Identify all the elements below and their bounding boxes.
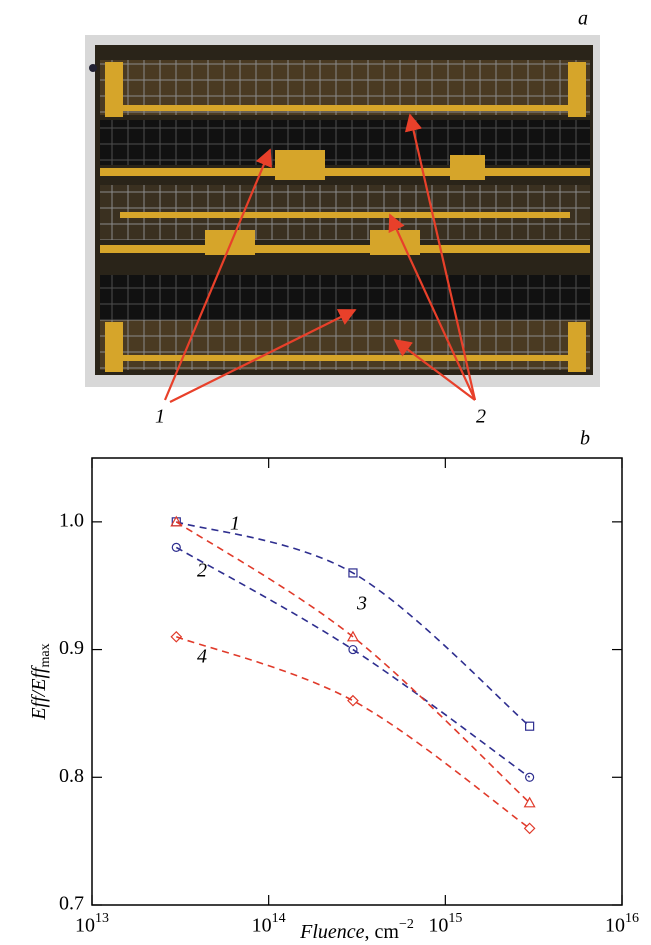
marker — [523, 796, 536, 808]
marker — [170, 515, 183, 527]
x-tick-label: 1014 — [252, 911, 286, 936]
marker — [348, 568, 358, 578]
photo — [85, 35, 600, 403]
x-axis-label-part: , cm — [365, 921, 400, 943]
callout: 1 — [155, 406, 165, 428]
y-axis-label-part: max — [38, 643, 53, 667]
y-tick-label: 0.7 — [59, 893, 84, 915]
marker — [348, 644, 358, 655]
marker — [346, 630, 359, 642]
x-tick-label: 1015 — [428, 911, 462, 936]
y-tick-label: 0.9 — [59, 637, 84, 659]
curve-label: 2 — [197, 560, 207, 582]
plot-frame — [91, 457, 623, 906]
marker — [170, 630, 183, 643]
x-tick-label: 1013 — [75, 911, 109, 936]
curve-label: 4 — [197, 646, 207, 668]
y-tick-label: 0.8 — [59, 765, 84, 787]
x-axis-label-part: Fluence — [299, 921, 365, 943]
callout: 2 — [476, 406, 486, 428]
marker — [523, 822, 536, 835]
x-tick-label: 1016 — [605, 911, 639, 936]
panel-label: b — [580, 428, 590, 450]
marker — [525, 772, 535, 782]
x-axis-label: Fluence, cm−2 — [299, 917, 414, 942]
y-tick-label: 1.0 — [59, 509, 84, 531]
marker — [171, 542, 181, 553]
y-axis-label: Eff/Effmax — [28, 643, 54, 720]
fit-curve — [176, 521, 531, 727]
fit-curve — [175, 546, 531, 778]
marker — [525, 721, 535, 731]
fit-curve — [175, 521, 531, 804]
marker — [347, 694, 359, 707]
x-axis-label-part: −2 — [399, 917, 414, 932]
fit-curve — [176, 636, 531, 830]
curve-label: 1 — [230, 513, 240, 535]
curve-label: 3 — [356, 593, 367, 615]
panel-label: a — [578, 8, 588, 30]
y-axis-label-part: Eff/Eff — [28, 665, 50, 721]
